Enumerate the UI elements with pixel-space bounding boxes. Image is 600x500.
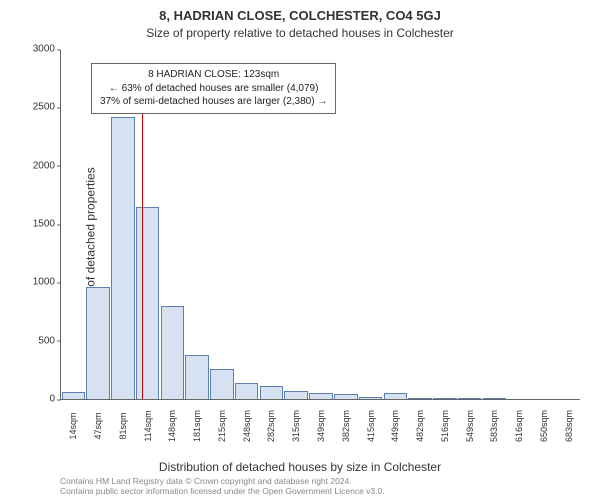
y-tick: 3000 [26, 44, 61, 55]
x-tick: 449sqm [390, 410, 400, 442]
histogram-bar [86, 287, 110, 399]
histogram-bar [111, 117, 135, 399]
x-tick: 47sqm [93, 412, 103, 439]
histogram-bar [235, 383, 259, 399]
x-tick: 282sqm [266, 410, 276, 442]
histogram-bar [309, 393, 333, 399]
attribution-line: Contains public sector information licen… [60, 486, 385, 496]
x-tick: 148sqm [167, 410, 177, 442]
x-tick: 81sqm [118, 412, 128, 439]
x-tick: 114sqm [143, 410, 153, 441]
chart-subtitle: Size of property relative to detached ho… [0, 26, 600, 40]
histogram-bar [408, 398, 432, 399]
y-tick: 0 [26, 394, 61, 405]
x-tick: 616sqm [514, 410, 524, 442]
y-tick: 1500 [26, 219, 61, 230]
histogram-bar [185, 355, 209, 399]
histogram-bar [334, 394, 358, 399]
histogram-bar [359, 397, 383, 399]
x-tick: 349sqm [316, 410, 326, 442]
x-tick: 315sqm [291, 410, 301, 442]
histogram-bar [284, 391, 308, 399]
histogram-bar [384, 393, 408, 399]
x-tick: 215sqm [217, 410, 227, 442]
x-tick: 415sqm [366, 410, 376, 442]
x-tick: 181sqm [192, 410, 202, 442]
histogram-bar [433, 398, 457, 399]
y-tick: 500 [26, 335, 61, 346]
x-tick: 549sqm [465, 410, 475, 442]
plot-area: 05001000150020002500300014sqm47sqm81sqm1… [60, 50, 580, 400]
info-box: 8 HADRIAN CLOSE: 123sqm← 63% of detached… [91, 63, 336, 114]
reference-line [142, 101, 144, 399]
histogram-bar [483, 398, 507, 399]
x-tick: 14sqm [68, 412, 78, 439]
attribution: Contains HM Land Registry data © Crown c… [60, 476, 385, 496]
y-tick: 2000 [26, 160, 61, 171]
y-tick: 2500 [26, 102, 61, 113]
info-line: 8 HADRIAN CLOSE: 123sqm [100, 68, 327, 82]
info-line: ← 63% of detached houses are smaller (4,… [100, 82, 327, 96]
x-axis-label: Distribution of detached houses by size … [0, 460, 600, 474]
x-tick: 650sqm [539, 410, 549, 442]
x-tick: 482sqm [415, 410, 425, 442]
histogram-bar [210, 369, 234, 399]
histogram-bar [136, 207, 160, 400]
histogram-bar [458, 398, 482, 399]
x-tick: 382sqm [341, 410, 351, 442]
chart-title: 8, HADRIAN CLOSE, COLCHESTER, CO4 5GJ [0, 8, 600, 23]
histogram-bar [260, 386, 284, 399]
x-tick: 583sqm [489, 410, 499, 442]
x-tick: 683sqm [564, 410, 574, 442]
histogram-bar [161, 306, 185, 399]
histogram-bar [62, 392, 86, 399]
info-line: 37% of semi-detached houses are larger (… [100, 95, 327, 109]
chart-container: 8, HADRIAN CLOSE, COLCHESTER, CO4 5GJ Si… [0, 0, 600, 500]
attribution-line: Contains HM Land Registry data © Crown c… [60, 476, 385, 486]
y-tick: 1000 [26, 277, 61, 288]
x-tick: 248sqm [242, 410, 252, 442]
x-tick: 516sqm [440, 410, 450, 442]
